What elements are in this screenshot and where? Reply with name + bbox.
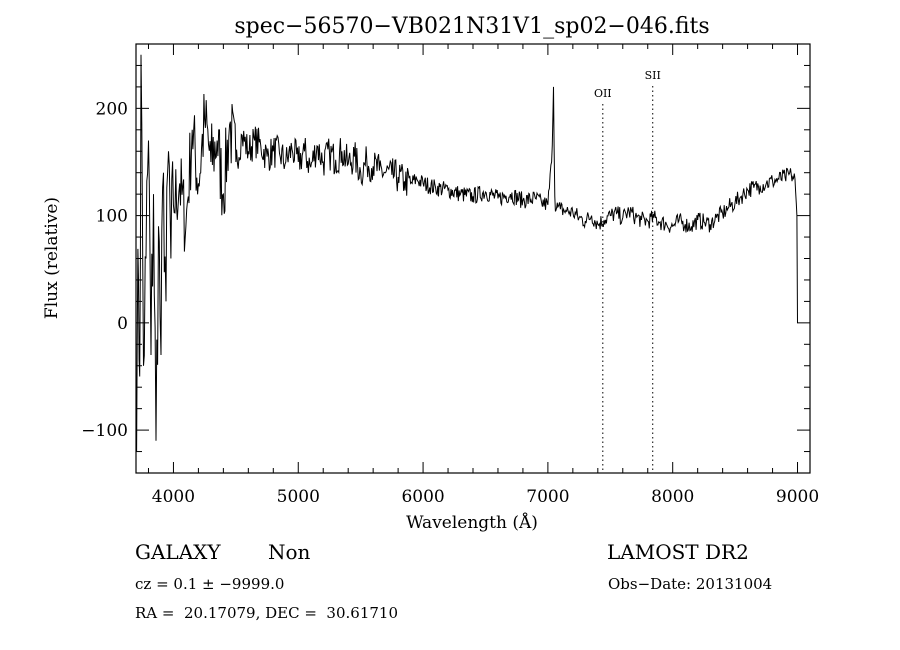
x-tick-label: 5000 [277,487,320,507]
x-axis: 4000 5000 6000 7000 8000 9000 [147,44,819,507]
x-tick-label: 9000 [776,487,819,507]
y-axis-label: Flux (relative) [42,197,62,319]
line-annotations: OII SII [594,69,661,473]
x-axis-label: Wavelength (Å) [406,512,538,533]
coordinates-text: RA = 20.17079, DEC = 30.61710 [135,604,399,622]
emission-line-label: SII [645,69,661,82]
x-tick-label: 8000 [651,487,694,507]
x-tick-label: 4000 [152,487,195,507]
object-subclass: Non [268,540,311,564]
emission-line-label: OII [594,87,612,100]
y-tick-label: −100 [81,421,128,441]
y-tick-label: 0 [117,314,128,334]
redshift-text: cz = 0.1 ± −9999.0 [135,575,285,593]
object-class: GALAXY [135,540,221,564]
spectrum-line [135,54,798,452]
chart-title: spec−56570−VB021N31V1_sp02−046.fits [234,14,709,39]
y-axis: −100 0 100 200 [81,43,810,453]
x-tick-label: 6000 [401,487,444,507]
y-tick-label: 100 [96,207,128,227]
obs-date-text: Obs−Date: 20131004 [608,575,773,593]
x-tick-label: 7000 [526,487,569,507]
y-tick-label: 200 [96,99,128,119]
plot-frame [135,43,811,474]
survey-name: LAMOST DR2 [607,540,749,564]
